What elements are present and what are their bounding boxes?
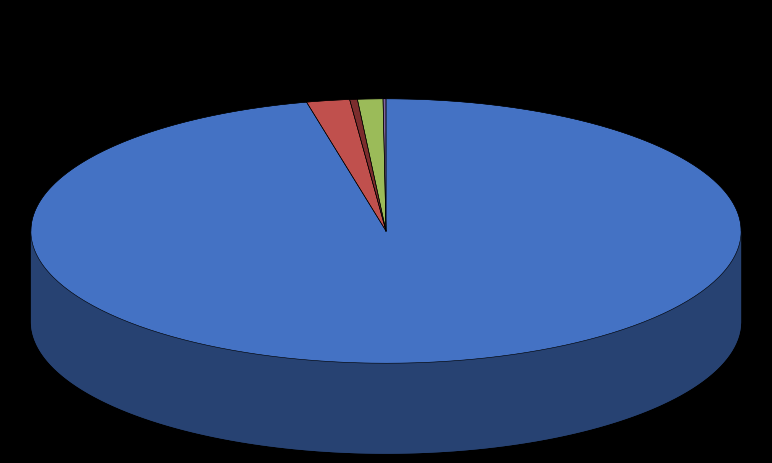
Polygon shape <box>383 100 386 232</box>
Polygon shape <box>31 100 741 363</box>
Polygon shape <box>357 100 386 232</box>
Polygon shape <box>31 233 741 454</box>
Polygon shape <box>306 100 386 232</box>
Polygon shape <box>31 232 741 454</box>
Polygon shape <box>350 100 386 232</box>
